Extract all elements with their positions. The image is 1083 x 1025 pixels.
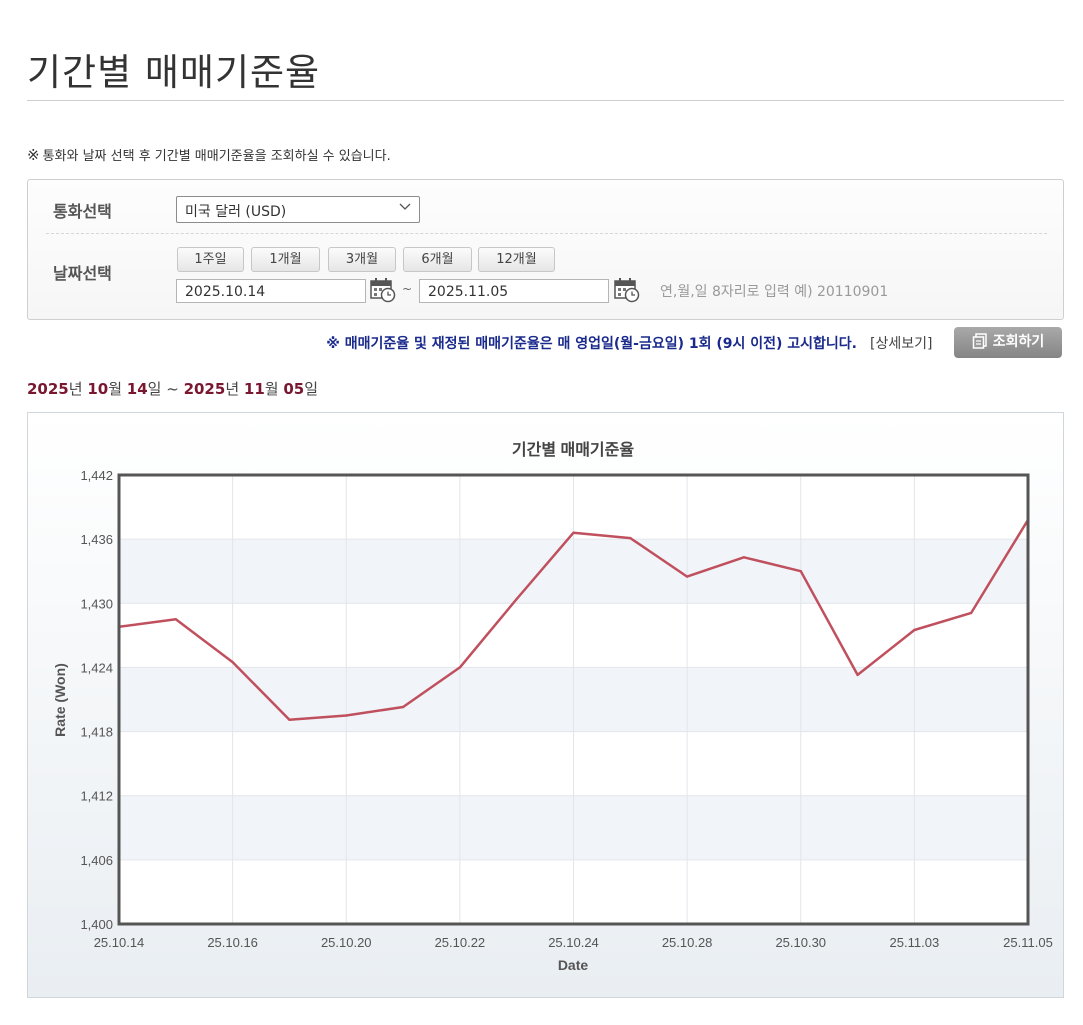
start-month: 10 — [87, 380, 109, 398]
x-tick-label: 25.10.20 — [321, 935, 372, 950]
y-tick-label: 1,442 — [80, 468, 113, 483]
notice: ※ 통화와 날짜 선택 후 기간별 매매기준율을 조회하실 수 있습니다. — [27, 145, 391, 164]
y-tick-label: 1,430 — [80, 596, 113, 611]
data-point — [913, 628, 916, 632]
selected-period: 2025년 10월 14일 ~ 2025년 11월 05일 — [27, 378, 318, 399]
data-point — [174, 618, 178, 621]
search-button-label: 조회하기 — [992, 334, 1045, 350]
unit-text: 일 — [304, 380, 319, 398]
start-year: 2025 — [27, 380, 69, 398]
data-point — [515, 597, 518, 601]
end-day: 05 — [283, 380, 305, 398]
x-tick-label: 25.10.30 — [775, 935, 826, 950]
data-point — [401, 705, 405, 709]
search-button[interactable]: 조회하기 — [954, 327, 1062, 358]
publish-notice: ※ 매매기준율 및 재정된 매매기준율은 매 영업일(월-금요일) 1회 (9시… — [326, 336, 857, 352]
data-point — [231, 660, 234, 664]
period-button-1week[interactable]: 1주일 — [177, 247, 244, 272]
currency-label: 통화선택 — [53, 202, 112, 221]
chart-panel: 기간별 매매기준율 1,442 1,436 1,430 1,424 1,418 1,412… — [27, 412, 1064, 998]
plot-frame — [117, 473, 1030, 926]
date-label: 날짜선택 — [53, 264, 112, 283]
y-tick-label: 1,406 — [80, 853, 113, 868]
y-axis-ticks: 1,442 1,436 1,430 1,424 1,418 1,412 1,406 1,400 — [80, 468, 113, 932]
document-icon — [972, 333, 987, 349]
x-tick-label: 25.10.14 — [94, 935, 145, 950]
data-point — [799, 570, 802, 573]
unit-text: 년 — [68, 380, 88, 398]
currency-select[interactable]: 미국 달러 (USD) — [176, 196, 420, 223]
chevron-down-icon — [399, 203, 411, 210]
x-tick-label: 25.10.24 — [548, 935, 599, 950]
end-month: 11 — [243, 380, 265, 398]
y-tick-label: 1,418 — [80, 725, 113, 740]
x-tick-label: 25.11.03 — [890, 935, 940, 950]
start-calendar-icon[interactable] — [370, 277, 396, 303]
data-point — [629, 536, 632, 540]
data-point — [288, 718, 291, 722]
page-title: 기간별 매매기준율 — [27, 51, 321, 94]
unit-text: 년 — [225, 380, 244, 398]
data-point — [856, 673, 859, 677]
date-format-hint: 연,월,일 8자리로 입력 예) 20110901 — [660, 284, 889, 300]
notice-text: 통화와 날짜 선택 후 기간별 매매기준율을 조회하실 수 있습니다. — [42, 149, 391, 164]
period-button-6month[interactable]: 6개월 — [403, 247, 472, 272]
data-point — [572, 531, 575, 534]
data-point — [685, 575, 689, 578]
period-button-1month[interactable]: 1개월 — [251, 247, 320, 272]
x-tick-label: 25.10.28 — [662, 935, 713, 950]
unit-text: 월 — [264, 380, 284, 398]
data-point — [742, 556, 746, 559]
detail-link[interactable]: [상세보기] — [870, 336, 933, 352]
y-axis-label: Rate (Won) — [52, 663, 68, 737]
data-point — [458, 666, 462, 669]
unit-text: 월 — [108, 380, 127, 398]
x-tick-label: 25.10.16 — [207, 935, 258, 950]
end-year: 2025 — [183, 380, 226, 398]
currency-select-value: 미국 달러 (USD) — [185, 204, 287, 220]
y-tick-label: 1,436 — [80, 532, 113, 547]
notice-mark: ※ — [27, 146, 40, 164]
rate-line-chart: 기간별 매매기준율 1,442 1,436 1,430 1,424 1,418 1,412… — [52, 441, 1053, 973]
start-day: 14 — [126, 380, 148, 398]
y-tick-label: 1,424 — [80, 660, 113, 675]
period-button-12month[interactable]: 12개월 — [478, 247, 555, 272]
end-calendar-icon[interactable] — [614, 277, 640, 303]
x-tick-label: 25.11.05 — [1003, 935, 1053, 950]
row-divider — [46, 233, 1047, 234]
unit-text: 일 ~ — [147, 380, 184, 398]
chart-title: 기간별 매매기준율 — [512, 441, 634, 459]
end-date-input[interactable]: 2025.11.05 — [419, 279, 609, 303]
y-tick-label: 1,400 — [80, 917, 113, 932]
search-form-panel: 통화선택 미국 달러 (USD) 날짜선택 1주일 1개월 3개월 6개월 12… — [27, 179, 1064, 320]
data-point — [969, 611, 973, 615]
x-axis-ticks: 25.10.14 25.10.16 25.10.20 25.10.22 25.10.24… — [94, 935, 1053, 950]
y-tick-label: 1,412 — [80, 789, 113, 804]
title-divider — [27, 100, 1064, 101]
start-date-input[interactable]: 2025.10.14 — [176, 279, 366, 303]
x-axis-label: Date — [558, 957, 589, 973]
x-tick-label: 25.10.22 — [435, 935, 486, 950]
date-range-tilde: ~ — [402, 282, 413, 296]
data-point — [345, 714, 348, 717]
period-button-3month[interactable]: 3개월 — [328, 247, 396, 272]
